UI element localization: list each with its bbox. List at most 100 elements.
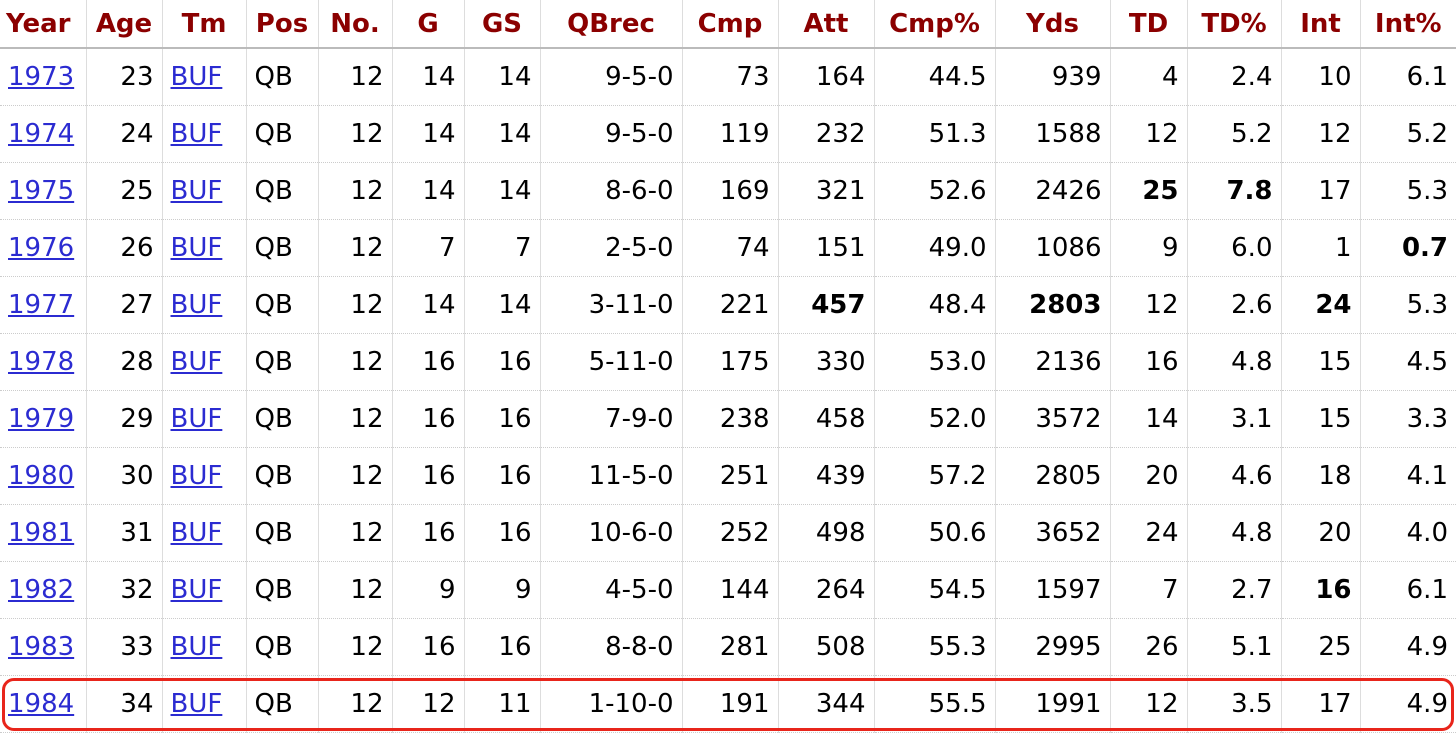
cell: 1982	[0, 561, 86, 619]
data-row: 1981 31 BUF QB 12 16 16 10-6-0 252 498 50.6 3652 24 4…	[0, 504, 1456, 562]
column-header: QBrec	[539, 0, 682, 49]
cell: 1983	[0, 618, 86, 676]
cell: BUF	[161, 447, 246, 505]
cell: 14	[391, 276, 464, 334]
cell: 12	[1109, 675, 1187, 733]
team-link[interactable]: BUF	[170, 176, 223, 206]
cell: 2426	[994, 162, 1110, 220]
team-link[interactable]: BUF	[170, 575, 223, 605]
year-link[interactable]: 1984	[8, 689, 75, 719]
cell: 25	[1109, 162, 1187, 220]
column-header: TD	[1109, 0, 1187, 49]
cell: QB	[245, 162, 318, 220]
cell: 12	[391, 675, 464, 733]
year-link[interactable]: 1977	[8, 290, 75, 320]
data-row: 1977 27 BUF QB 12 14 14 3-11-0 221 457 48.4 2803 12 2…	[0, 276, 1456, 334]
cell: 7.8	[1186, 162, 1281, 220]
team-link[interactable]: BUF	[170, 290, 223, 320]
year-link[interactable]: 1976	[8, 233, 75, 263]
cell: 1086	[994, 219, 1110, 277]
column-header: TD%	[1186, 0, 1281, 49]
cell: 2.4	[1186, 48, 1281, 106]
column-header: GS	[463, 0, 540, 49]
team-link[interactable]: BUF	[170, 404, 223, 434]
cell: BUF	[161, 675, 246, 733]
team-link[interactable]: BUF	[170, 347, 223, 377]
cell: 4.6	[1186, 447, 1281, 505]
team-link[interactable]: BUF	[170, 518, 223, 548]
cell: 281	[681, 618, 778, 676]
cell: QB	[245, 333, 318, 391]
cell: 48.4	[873, 276, 995, 334]
header-row: Year Age Tm Pos No. G GS QBrec Cmp Att Cmp% Yds TD TD…	[0, 0, 1456, 49]
cell: 12	[317, 162, 392, 220]
cell: BUF	[161, 105, 246, 163]
cell: 457	[777, 276, 874, 334]
cell: BUF	[161, 618, 246, 676]
cell: BUF	[161, 504, 246, 562]
year-link[interactable]: 1973	[8, 62, 75, 92]
data-row: 1975 25 BUF QB 12 14 14 8-6-0 169 321 52.6 2426 25 7.…	[0, 162, 1456, 220]
cell: 50.6	[873, 504, 995, 562]
cell: 34	[85, 675, 162, 733]
team-link[interactable]: BUF	[170, 119, 223, 149]
cell: BUF	[161, 48, 246, 106]
cell: 1976	[0, 219, 86, 277]
cell: 8-8-0	[539, 618, 682, 676]
year-link[interactable]: 1974	[8, 119, 75, 149]
year-link[interactable]: 1980	[8, 461, 75, 491]
cell: 12	[317, 675, 392, 733]
cell: 25	[1280, 618, 1360, 676]
column-header: Yds	[994, 0, 1110, 49]
table-head: Year Age Tm Pos No. G GS QBrec Cmp Att Cmp% Yds TD TD…	[0, 0, 1456, 49]
cell: QB	[245, 48, 318, 106]
column-header: Tm	[161, 0, 246, 49]
cell: 14	[391, 105, 464, 163]
cell: 24	[1280, 276, 1360, 334]
cell: 30	[85, 447, 162, 505]
cell: BUF	[161, 276, 246, 334]
team-link[interactable]: BUF	[170, 62, 223, 92]
team-link[interactable]: BUF	[170, 233, 223, 263]
cell: 17	[1280, 675, 1360, 733]
year-link[interactable]: 1983	[8, 632, 75, 662]
cell: 9	[391, 561, 464, 619]
team-link[interactable]: BUF	[170, 461, 223, 491]
cell: 321	[777, 162, 874, 220]
cell: BUF	[161, 162, 246, 220]
cell: 5.1	[1186, 618, 1281, 676]
cell: 26	[85, 219, 162, 277]
data-row: 1979 29 BUF QB 12 16 16 7-9-0 238 458 52.0 3572 14 3.…	[0, 390, 1456, 448]
cell: 191	[681, 675, 778, 733]
cell: 12	[317, 105, 392, 163]
cell: 10	[1280, 48, 1360, 106]
cell: 439	[777, 447, 874, 505]
cell: 29	[85, 390, 162, 448]
data-row: 1984 34 BUF QB 12 12 11 1-10-0 191 344 55.5 1991 12 3…	[0, 675, 1456, 733]
team-link[interactable]: BUF	[170, 632, 223, 662]
year-link[interactable]: 1978	[8, 347, 75, 377]
data-row: 1973 23 BUF QB 12 14 14 9-5-0 73 164 44.5 939 4 2.4 10…	[0, 48, 1456, 106]
cell: 49.0	[873, 219, 995, 277]
cell: 51.3	[873, 105, 995, 163]
year-link[interactable]: 1981	[8, 518, 75, 548]
cell: 14	[463, 162, 540, 220]
year-link[interactable]: 1975	[8, 176, 75, 206]
cell: 939	[994, 48, 1110, 106]
cell: 12	[317, 618, 392, 676]
cell: 9	[463, 561, 540, 619]
cell: 1973	[0, 48, 86, 106]
team-link[interactable]: BUF	[170, 689, 223, 719]
cell: 24	[85, 105, 162, 163]
cell: 0.7	[1359, 219, 1456, 277]
cell: 44.5	[873, 48, 995, 106]
column-header: G	[391, 0, 464, 49]
cell: 5.2	[1359, 105, 1456, 163]
cell: 28	[85, 333, 162, 391]
cell: 26	[1109, 618, 1187, 676]
year-link[interactable]: 1979	[8, 404, 75, 434]
cell: 119	[681, 105, 778, 163]
year-link[interactable]: 1982	[8, 575, 75, 605]
cell: 16	[1109, 333, 1187, 391]
